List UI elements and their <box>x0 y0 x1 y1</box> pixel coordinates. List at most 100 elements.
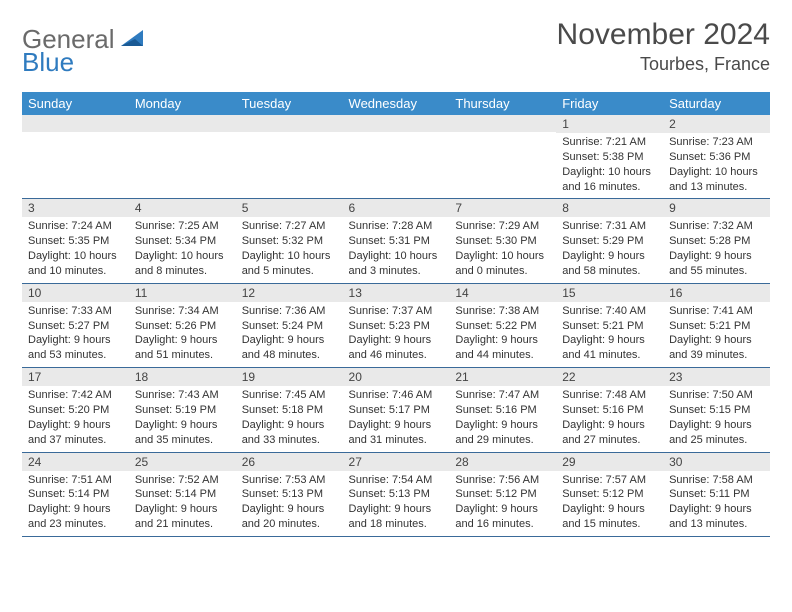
calendar-day-cell: 18Sunrise: 7:43 AMSunset: 5:19 PMDayligh… <box>129 368 236 452</box>
day-details: Sunrise: 7:54 AMSunset: 5:13 PMDaylight:… <box>343 471 450 536</box>
calendar-day-cell: 22Sunrise: 7:48 AMSunset: 5:16 PMDayligh… <box>556 368 663 452</box>
sunrise-text: Sunrise: 7:56 AM <box>455 473 550 488</box>
calendar-day-cell <box>449 115 556 199</box>
sunset-text: Sunset: 5:35 PM <box>28 234 123 249</box>
sunset-text: Sunset: 5:36 PM <box>669 150 764 165</box>
sunrise-text: Sunrise: 7:41 AM <box>669 304 764 319</box>
sunrise-text: Sunrise: 7:33 AM <box>28 304 123 319</box>
daylight-text: Daylight: 9 hours and 25 minutes. <box>669 418 764 448</box>
daylight-text: Daylight: 9 hours and 53 minutes. <box>28 333 123 363</box>
day-details: Sunrise: 7:53 AMSunset: 5:13 PMDaylight:… <box>236 471 343 536</box>
daylight-text: Daylight: 9 hours and 55 minutes. <box>669 249 764 279</box>
weekday-header: Wednesday <box>343 92 450 115</box>
sunset-text: Sunset: 5:12 PM <box>562 487 657 502</box>
day-number: 26 <box>236 453 343 471</box>
weekday-header: Saturday <box>663 92 770 115</box>
calendar-day-cell: 24Sunrise: 7:51 AMSunset: 5:14 PMDayligh… <box>22 452 129 536</box>
sunset-text: Sunset: 5:30 PM <box>455 234 550 249</box>
daylight-text: Daylight: 10 hours and 5 minutes. <box>242 249 337 279</box>
daylight-text: Daylight: 10 hours and 13 minutes. <box>669 165 764 195</box>
sunrise-text: Sunrise: 7:24 AM <box>28 219 123 234</box>
sunset-text: Sunset: 5:20 PM <box>28 403 123 418</box>
sunrise-text: Sunrise: 7:40 AM <box>562 304 657 319</box>
sunrise-text: Sunrise: 7:32 AM <box>669 219 764 234</box>
day-details: Sunrise: 7:29 AMSunset: 5:30 PMDaylight:… <box>449 217 556 282</box>
daylight-text: Daylight: 10 hours and 16 minutes. <box>562 165 657 195</box>
day-number: 30 <box>663 453 770 471</box>
day-details: Sunrise: 7:52 AMSunset: 5:14 PMDaylight:… <box>129 471 236 536</box>
day-details: Sunrise: 7:48 AMSunset: 5:16 PMDaylight:… <box>556 386 663 451</box>
day-details: Sunrise: 7:37 AMSunset: 5:23 PMDaylight:… <box>343 302 450 367</box>
daylight-text: Daylight: 9 hours and 35 minutes. <box>135 418 230 448</box>
sunset-text: Sunset: 5:26 PM <box>135 319 230 334</box>
day-details: Sunrise: 7:27 AMSunset: 5:32 PMDaylight:… <box>236 217 343 282</box>
day-number: 15 <box>556 284 663 302</box>
day-number: 2 <box>663 115 770 133</box>
day-details: Sunrise: 7:57 AMSunset: 5:12 PMDaylight:… <box>556 471 663 536</box>
day-details: Sunrise: 7:43 AMSunset: 5:19 PMDaylight:… <box>129 386 236 451</box>
daylight-text: Daylight: 9 hours and 41 minutes. <box>562 333 657 363</box>
day-details: Sunrise: 7:51 AMSunset: 5:14 PMDaylight:… <box>22 471 129 536</box>
daylight-text: Daylight: 9 hours and 46 minutes. <box>349 333 444 363</box>
daylight-text: Daylight: 9 hours and 39 minutes. <box>669 333 764 363</box>
day-number: 27 <box>343 453 450 471</box>
calendar-day-cell: 8Sunrise: 7:31 AMSunset: 5:29 PMDaylight… <box>556 199 663 283</box>
sunset-text: Sunset: 5:34 PM <box>135 234 230 249</box>
day-number: 29 <box>556 453 663 471</box>
sunrise-text: Sunrise: 7:43 AM <box>135 388 230 403</box>
weekday-header: Thursday <box>449 92 556 115</box>
calendar-day-cell: 7Sunrise: 7:29 AMSunset: 5:30 PMDaylight… <box>449 199 556 283</box>
calendar-day-cell: 26Sunrise: 7:53 AMSunset: 5:13 PMDayligh… <box>236 452 343 536</box>
daylight-text: Daylight: 9 hours and 37 minutes. <box>28 418 123 448</box>
sunset-text: Sunset: 5:19 PM <box>135 403 230 418</box>
location-label: Tourbes, France <box>557 54 770 75</box>
weekday-header: Sunday <box>22 92 129 115</box>
sunrise-text: Sunrise: 7:21 AM <box>562 135 657 150</box>
day-number: 12 <box>236 284 343 302</box>
calendar-day-cell: 23Sunrise: 7:50 AMSunset: 5:15 PMDayligh… <box>663 368 770 452</box>
sunset-text: Sunset: 5:27 PM <box>28 319 123 334</box>
day-number: 23 <box>663 368 770 386</box>
day-details: Sunrise: 7:33 AMSunset: 5:27 PMDaylight:… <box>22 302 129 367</box>
sunset-text: Sunset: 5:14 PM <box>28 487 123 502</box>
calendar-day-cell <box>236 115 343 199</box>
day-number <box>343 115 450 132</box>
sunrise-text: Sunrise: 7:29 AM <box>455 219 550 234</box>
sunrise-text: Sunrise: 7:25 AM <box>135 219 230 234</box>
day-number: 4 <box>129 199 236 217</box>
daylight-text: Daylight: 9 hours and 33 minutes. <box>242 418 337 448</box>
sunrise-text: Sunrise: 7:23 AM <box>669 135 764 150</box>
day-number <box>449 115 556 132</box>
daylight-text: Daylight: 10 hours and 3 minutes. <box>349 249 444 279</box>
sunset-text: Sunset: 5:13 PM <box>349 487 444 502</box>
day-number: 6 <box>343 199 450 217</box>
logo-triangle-icon <box>119 28 145 48</box>
day-details: Sunrise: 7:47 AMSunset: 5:16 PMDaylight:… <box>449 386 556 451</box>
sunrise-text: Sunrise: 7:28 AM <box>349 219 444 234</box>
calendar-day-cell: 25Sunrise: 7:52 AMSunset: 5:14 PMDayligh… <box>129 452 236 536</box>
day-details <box>236 132 343 190</box>
sunset-text: Sunset: 5:32 PM <box>242 234 337 249</box>
calendar-day-cell: 4Sunrise: 7:25 AMSunset: 5:34 PMDaylight… <box>129 199 236 283</box>
sunset-text: Sunset: 5:21 PM <box>562 319 657 334</box>
day-number: 14 <box>449 284 556 302</box>
calendar-day-cell <box>129 115 236 199</box>
weekday-header-row: Sunday Monday Tuesday Wednesday Thursday… <box>22 92 770 115</box>
daylight-text: Daylight: 9 hours and 16 minutes. <box>455 502 550 532</box>
sunset-text: Sunset: 5:38 PM <box>562 150 657 165</box>
day-number <box>22 115 129 132</box>
day-number: 1 <box>556 115 663 133</box>
day-number: 24 <box>22 453 129 471</box>
sunset-text: Sunset: 5:12 PM <box>455 487 550 502</box>
sunrise-text: Sunrise: 7:27 AM <box>242 219 337 234</box>
sunrise-text: Sunrise: 7:58 AM <box>669 473 764 488</box>
day-details: Sunrise: 7:46 AMSunset: 5:17 PMDaylight:… <box>343 386 450 451</box>
daylight-text: Daylight: 9 hours and 15 minutes. <box>562 502 657 532</box>
day-details <box>22 132 129 190</box>
calendar-day-cell: 15Sunrise: 7:40 AMSunset: 5:21 PMDayligh… <box>556 283 663 367</box>
weekday-header: Tuesday <box>236 92 343 115</box>
day-details: Sunrise: 7:40 AMSunset: 5:21 PMDaylight:… <box>556 302 663 367</box>
day-details: Sunrise: 7:41 AMSunset: 5:21 PMDaylight:… <box>663 302 770 367</box>
day-details: Sunrise: 7:36 AMSunset: 5:24 PMDaylight:… <box>236 302 343 367</box>
day-number: 19 <box>236 368 343 386</box>
